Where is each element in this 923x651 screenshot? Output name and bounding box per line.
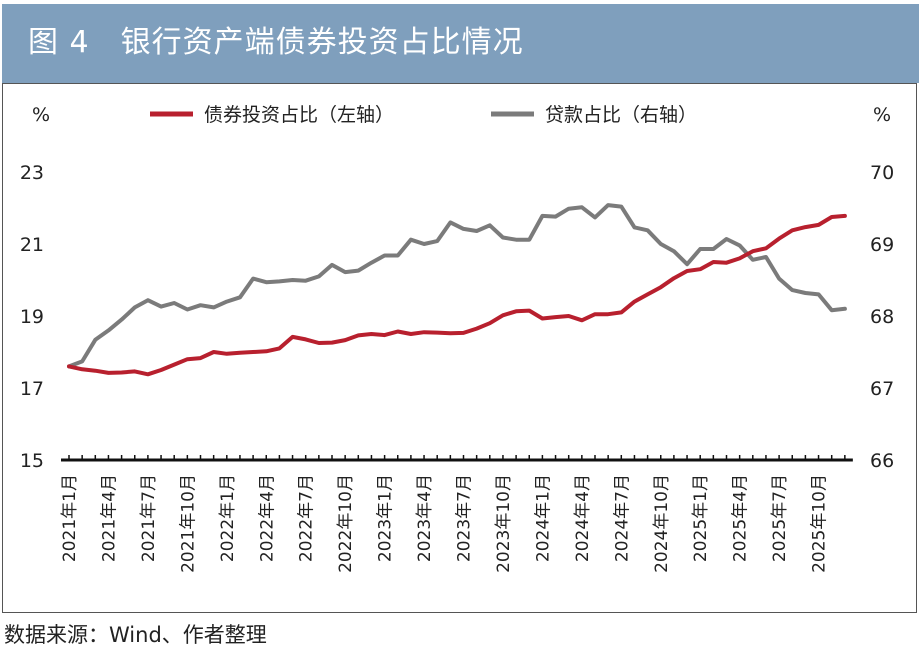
x-tick-label: 2025年1月 xyxy=(691,474,711,562)
right-tick-label: 67 xyxy=(870,378,894,400)
legend: 债券投资占比（左轴） 贷款占比（右轴） xyxy=(150,104,697,126)
left-axis-ticks: 15 17 19 21 23 xyxy=(20,162,44,472)
left-tick-label: 19 xyxy=(20,306,44,328)
right-tick-label: 69 xyxy=(870,234,894,256)
x-tick-label: 2025年4月 xyxy=(731,474,751,562)
x-tick-label: 2025年10月 xyxy=(810,474,830,573)
left-tick-label: 21 xyxy=(20,234,44,256)
chart-frame xyxy=(2,83,917,613)
x-tick-label: 2024年4月 xyxy=(573,474,593,562)
x-tick-label: 2023年4月 xyxy=(415,474,435,562)
x-tick-label: 2021年7月 xyxy=(139,474,159,562)
series-lines xyxy=(67,203,847,377)
x-tick-label: 2024年7月 xyxy=(612,474,632,562)
source-note: 数据来源：Wind、作者整理 xyxy=(4,623,267,647)
x-tick-label: 2022年4月 xyxy=(257,474,277,562)
x-tick-label: 2021年1月 xyxy=(60,474,80,562)
figure-title: 图 4 银行资产端债券投资占比情况 xyxy=(28,25,524,60)
x-tick-label: 2023年1月 xyxy=(376,474,396,562)
x-tick-label: 2021年10月 xyxy=(178,474,198,573)
series-line-bond xyxy=(67,213,847,377)
left-tick-label: 17 xyxy=(20,378,44,400)
right-tick-label: 70 xyxy=(870,162,894,184)
x-tick-label: 2025年7月 xyxy=(770,474,790,562)
legend-bond-label: 债券投资占比（左轴） xyxy=(204,104,394,126)
right-unit-label: % xyxy=(873,104,891,126)
x-tick-label: 2023年10月 xyxy=(494,474,514,573)
x-tick-label: 2023年7月 xyxy=(455,474,475,562)
x-tick-label: 2021年4月 xyxy=(99,474,119,562)
right-axis-ticks: 66 67 68 69 70 xyxy=(870,162,894,472)
header-banner: 图 4 银行资产端债券投资占比情况 xyxy=(2,4,919,83)
right-tick-label: 66 xyxy=(870,450,894,472)
x-axis: 2021年1月 2021年4月 2021年7月 2021年10月 2022年1月 2022… xyxy=(60,455,853,573)
left-tick-label: 23 xyxy=(20,162,44,184)
x-tick-label: 2024年1月 xyxy=(533,474,553,562)
left-unit-label: % xyxy=(32,104,50,126)
x-tick-label: 2022年7月 xyxy=(297,474,317,562)
x-tick-label: 2022年1月 xyxy=(218,474,238,562)
x-tick-label: 2022年10月 xyxy=(336,474,356,573)
x-tick-label: 2024年10月 xyxy=(652,474,672,573)
right-tick-label: 68 xyxy=(870,306,894,328)
series-line-loan xyxy=(67,203,847,369)
legend-loan-label: 贷款占比（右轴） xyxy=(545,104,697,126)
left-tick-label: 15 xyxy=(20,450,44,472)
